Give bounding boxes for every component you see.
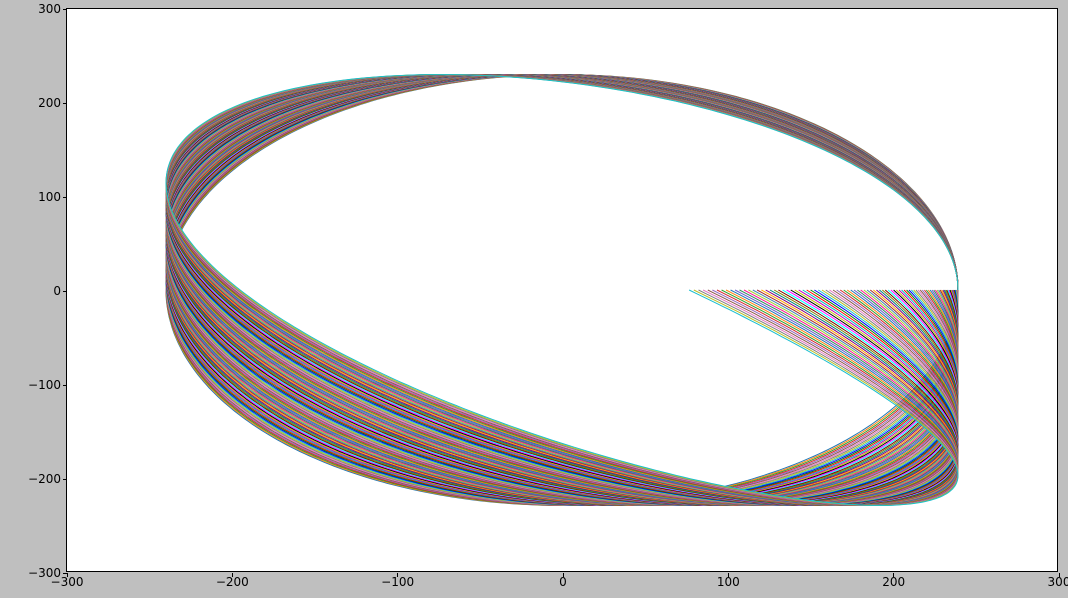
x-tick-label: −100 — [381, 575, 414, 589]
x-tick-label: −200 — [216, 575, 249, 589]
y-tick-mark — [63, 291, 67, 292]
plot-axes: −300−200−1000100200300−300−200−100010020… — [66, 8, 1058, 572]
figure: −300−200−1000100200300−300−200−100010020… — [0, 0, 1068, 598]
x-tick-label: 300 — [1048, 575, 1068, 589]
x-tick-mark — [232, 573, 233, 577]
y-tick-label: −300 — [28, 566, 61, 580]
y-tick-label: −100 — [28, 378, 61, 392]
y-tick-mark — [63, 9, 67, 10]
x-tick-mark — [728, 573, 729, 577]
y-tick-mark — [63, 573, 67, 574]
y-tick-label: 100 — [38, 190, 61, 204]
y-tick-label: 300 — [38, 2, 61, 16]
x-tick-label: 200 — [882, 575, 905, 589]
x-tick-mark — [893, 573, 894, 577]
x-tick-mark — [67, 573, 68, 577]
x-tick-mark — [397, 573, 398, 577]
lissajous-plot — [67, 9, 1057, 571]
y-tick-label: 0 — [53, 284, 61, 298]
x-tick-mark — [563, 573, 564, 577]
y-tick-mark — [63, 479, 67, 480]
y-tick-label: −200 — [28, 472, 61, 486]
y-tick-mark — [63, 103, 67, 104]
y-tick-label: 200 — [38, 96, 61, 110]
x-tick-mark — [1059, 573, 1060, 577]
y-tick-mark — [63, 385, 67, 386]
y-tick-mark — [63, 197, 67, 198]
x-tick-label: 100 — [717, 575, 740, 589]
x-tick-label: 0 — [559, 575, 567, 589]
